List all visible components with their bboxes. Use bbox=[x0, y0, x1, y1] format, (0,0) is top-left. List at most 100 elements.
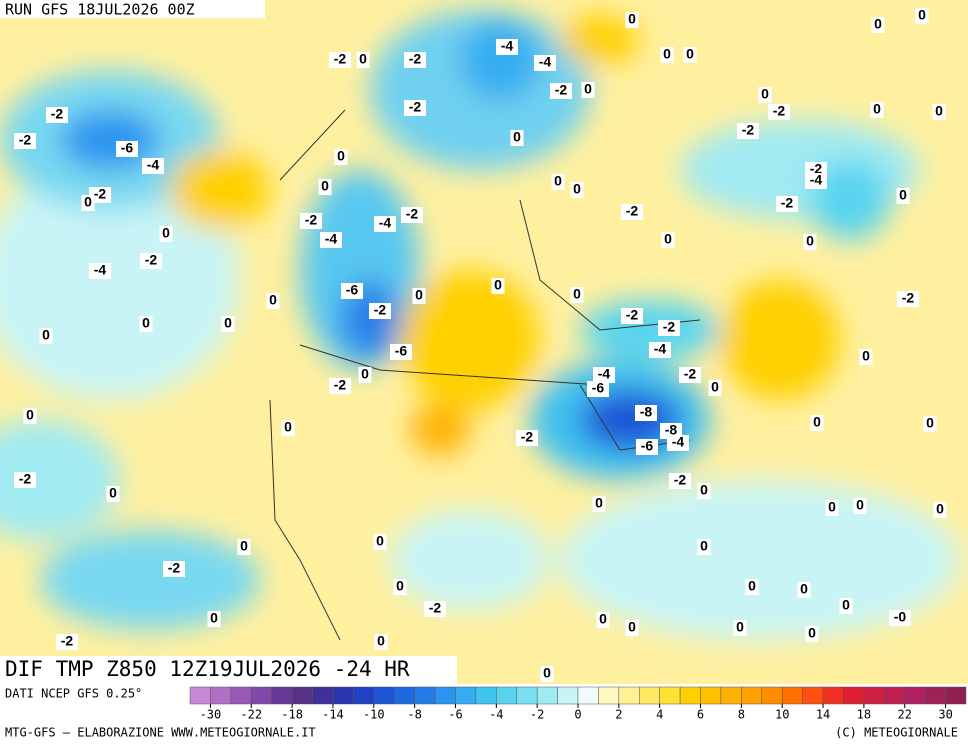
contour-label: -8 bbox=[665, 422, 678, 438]
contour-label: -4 bbox=[654, 341, 667, 357]
colorbar-swatch bbox=[312, 686, 334, 705]
contour-label-bg bbox=[424, 601, 446, 617]
contour-label-bg bbox=[667, 435, 689, 451]
contour-label: 0 bbox=[599, 611, 607, 627]
colorbar-swatch bbox=[210, 686, 232, 705]
contour-label-bg bbox=[540, 666, 554, 682]
contour-label: -2 bbox=[61, 633, 74, 649]
contour-label: 0 bbox=[918, 7, 926, 23]
contour-label-bg bbox=[491, 278, 505, 294]
contour-label-bg bbox=[329, 378, 351, 394]
contour-label-bg bbox=[661, 232, 675, 248]
contour-label-bg bbox=[625, 620, 639, 636]
contour-label: 0 bbox=[595, 495, 603, 511]
contour-label-bg bbox=[496, 39, 518, 55]
colorbar-swatch bbox=[679, 686, 701, 705]
contour-label-bg bbox=[570, 287, 584, 303]
contour-label: -4 bbox=[598, 366, 611, 382]
colorbar-tick-label: -2 bbox=[530, 708, 544, 722]
contour-label: 0 bbox=[573, 181, 581, 197]
colorbar-swatch bbox=[884, 686, 905, 705]
footer-right: (C) METEOGIORNALE bbox=[835, 726, 958, 740]
title-box bbox=[0, 656, 457, 686]
contour-label: 0 bbox=[42, 327, 50, 343]
contour-label-bg bbox=[805, 626, 819, 642]
contour-label-bg bbox=[853, 498, 867, 514]
field bbox=[0, 0, 968, 684]
colorbar-swatch bbox=[393, 686, 415, 705]
colorbar-swatch bbox=[557, 686, 579, 705]
contour-label: 0 bbox=[210, 610, 218, 626]
run-label: RUN GFS 18JUL2026 00Z bbox=[5, 1, 195, 19]
colorbar-swatch bbox=[802, 686, 824, 705]
contour-label: -2 bbox=[773, 103, 786, 119]
contour-label: 0 bbox=[808, 625, 816, 641]
contour-label: 0 bbox=[584, 81, 592, 97]
contour-label-bg bbox=[516, 430, 538, 446]
contour-label-bg bbox=[390, 344, 412, 360]
contour-label-bg bbox=[266, 293, 280, 309]
contour-label-bg bbox=[401, 207, 423, 223]
contour-label-bg bbox=[237, 539, 251, 555]
colorbar-tick-label: 6 bbox=[697, 708, 704, 722]
contour-label-bg bbox=[697, 539, 711, 555]
contour-label-bg bbox=[669, 473, 691, 489]
contour-label: -2 bbox=[51, 106, 64, 122]
contour-label-bg bbox=[46, 107, 68, 123]
contour-label: -6 bbox=[346, 282, 359, 298]
contour-label-bg bbox=[737, 123, 759, 139]
colorbar-swatch bbox=[577, 686, 599, 705]
contour-label-bg bbox=[933, 502, 947, 518]
contour-label: -2 bbox=[626, 203, 639, 219]
contour-label-bg bbox=[39, 328, 53, 344]
contour-label-bg bbox=[859, 349, 873, 365]
contour-label: 0 bbox=[748, 578, 756, 594]
contour-label-bg bbox=[116, 141, 138, 157]
colorbar-tick-label: 8 bbox=[738, 708, 745, 722]
contour-label: -2 bbox=[409, 51, 422, 67]
contour-label: 0 bbox=[494, 277, 502, 293]
colorbar-swatch bbox=[536, 686, 558, 705]
contour-label: 0 bbox=[761, 86, 769, 102]
contour-label: 0 bbox=[935, 103, 943, 119]
contour-label: 0 bbox=[321, 178, 329, 194]
contour-label: 0 bbox=[873, 101, 881, 117]
contour-label: -2 bbox=[674, 472, 687, 488]
contour-label: 0 bbox=[361, 366, 369, 382]
contour-label-bg bbox=[510, 130, 524, 146]
contour-label: 0 bbox=[109, 485, 117, 501]
contour-label: -2 bbox=[305, 212, 318, 228]
contour-label: 0 bbox=[376, 533, 384, 549]
contour-label-bg bbox=[140, 253, 162, 269]
colorbar-tick-label: 30 bbox=[938, 708, 952, 722]
colorbar-tick-label: -8 bbox=[407, 708, 421, 722]
contour-label-bg bbox=[635, 405, 657, 421]
colorbar-swatch bbox=[455, 686, 477, 705]
contour-label: 0 bbox=[240, 538, 248, 554]
contour-label: -2 bbox=[521, 429, 534, 445]
contour-label: 0 bbox=[862, 348, 870, 364]
contour-label-bg bbox=[106, 486, 120, 502]
contour-label-bg bbox=[23, 408, 37, 424]
colorbar-swatch bbox=[741, 686, 763, 705]
contour-label: 0 bbox=[377, 633, 385, 649]
contour-label-bg bbox=[56, 634, 78, 650]
contour-label-bg bbox=[593, 367, 615, 383]
contour-label: 0 bbox=[359, 51, 367, 67]
colorbar-swatch bbox=[251, 686, 272, 705]
contour-label-bg bbox=[708, 380, 722, 396]
contour-label: -4 bbox=[379, 215, 392, 231]
colorbar-source: DATI NCEP GFS 0.25° bbox=[5, 687, 142, 701]
contour-label-bg bbox=[658, 320, 680, 336]
contour-label: -6 bbox=[641, 438, 654, 454]
contour-label-bg bbox=[733, 620, 747, 636]
contour-label: 0 bbox=[700, 538, 708, 554]
contour-label-bg bbox=[596, 612, 610, 628]
contour-label: -2 bbox=[781, 195, 794, 211]
colorbar-swatch bbox=[475, 686, 497, 705]
contour-label-bg bbox=[871, 17, 885, 33]
contour-label-bg bbox=[207, 611, 221, 627]
contour-label: -2 bbox=[902, 290, 915, 306]
colorbar-swatch bbox=[291, 686, 313, 705]
